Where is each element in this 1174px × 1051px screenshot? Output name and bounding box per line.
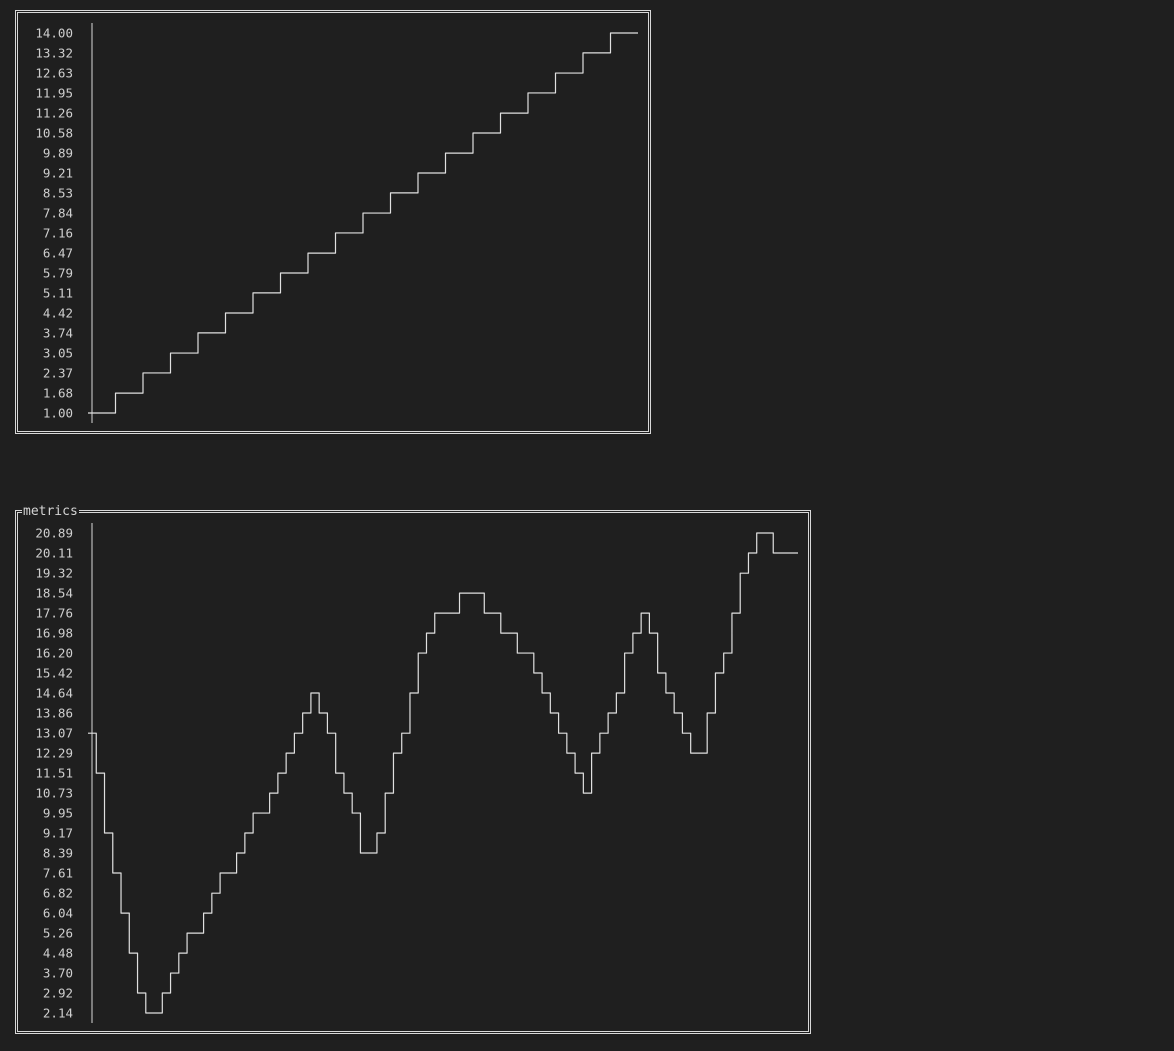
y-tick-label: 2.37 (43, 366, 73, 381)
y-tick-label: 15.42 (35, 666, 73, 681)
series-line (88, 33, 638, 413)
y-tick-label: 1.68 (43, 386, 73, 401)
y-tick-label: 4.48 (43, 946, 73, 961)
y-tick-label: 5.79 (43, 266, 73, 281)
y-tick-label: 7.61 (43, 866, 73, 881)
y-tick-label: 11.26 (35, 106, 73, 121)
y-tick-label: 6.04 (43, 906, 73, 921)
y-tick-label: 2.14 (43, 1006, 73, 1021)
chart-svg-2: 20.89 20.11 19.32 18.54 17.76 16.98 16.20 15.42… (18, 513, 808, 1031)
y-tick-label: 3.05 (43, 346, 73, 361)
y-tick-label: 12.63 (35, 66, 73, 81)
y-tick-label: 9.95 (43, 806, 73, 821)
y-tick-label: 9.21 (43, 166, 73, 181)
y-tick-label: 9.89 (43, 146, 73, 161)
y-tick-label: 5.26 (43, 926, 73, 941)
y-tick-label: 14.64 (35, 686, 73, 701)
y-tick-label: 18.54 (35, 586, 73, 601)
y-tick-label: 19.32 (35, 566, 73, 581)
y-tick-label: 20.89 (35, 526, 73, 541)
y-tick-label: 17.76 (35, 606, 73, 621)
y-tick-label: 8.53 (43, 186, 73, 201)
y-tick-label: 7.16 (43, 226, 73, 241)
y-tick-label: 1.00 (43, 406, 73, 421)
y-tick-label: 7.84 (43, 206, 73, 221)
y-tick-label: 3.70 (43, 966, 73, 981)
chart-svg-1: 14.00 13.32 12.63 11.95 11.26 10.58 9.89 9.21 8.… (18, 13, 648, 431)
y-tick-label: 11.51 (35, 766, 73, 781)
y-tick-label: 11.95 (35, 86, 73, 101)
y-tick-label: 6.47 (43, 246, 73, 261)
y-tick-label: 16.20 (35, 646, 73, 661)
chart-panel-1: 14.00 13.32 12.63 11.95 11.26 10.58 9.89 9.21 8.… (15, 10, 651, 434)
series-line (88, 533, 798, 1013)
y-tick-label: 8.39 (43, 846, 73, 861)
y-tick-label: 16.98 (35, 626, 73, 641)
y-tick-label: 9.17 (43, 826, 73, 841)
y-tick-label: 13.86 (35, 706, 73, 721)
y-tick-label: 2.92 (43, 986, 73, 1001)
y-tick-label: 10.58 (35, 126, 73, 141)
y-tick-label: 20.11 (35, 546, 73, 561)
y-tick-label: 13.07 (35, 726, 73, 741)
y-tick-label: 14.00 (35, 26, 73, 41)
y-tick-label: 6.82 (43, 886, 73, 901)
y-tick-label: 5.11 (43, 286, 73, 301)
y-tick-label: 10.73 (35, 786, 73, 801)
y-tick-label: 13.32 (35, 46, 73, 61)
y-tick-label: 12.29 (35, 746, 73, 761)
chart-panel-metrics: metrics 20.89 20.11 19.32 18.54 17.76 16.98 16… (15, 510, 811, 1034)
y-tick-label: 4.42 (43, 306, 73, 321)
y-tick-label: 3.74 (43, 326, 73, 341)
